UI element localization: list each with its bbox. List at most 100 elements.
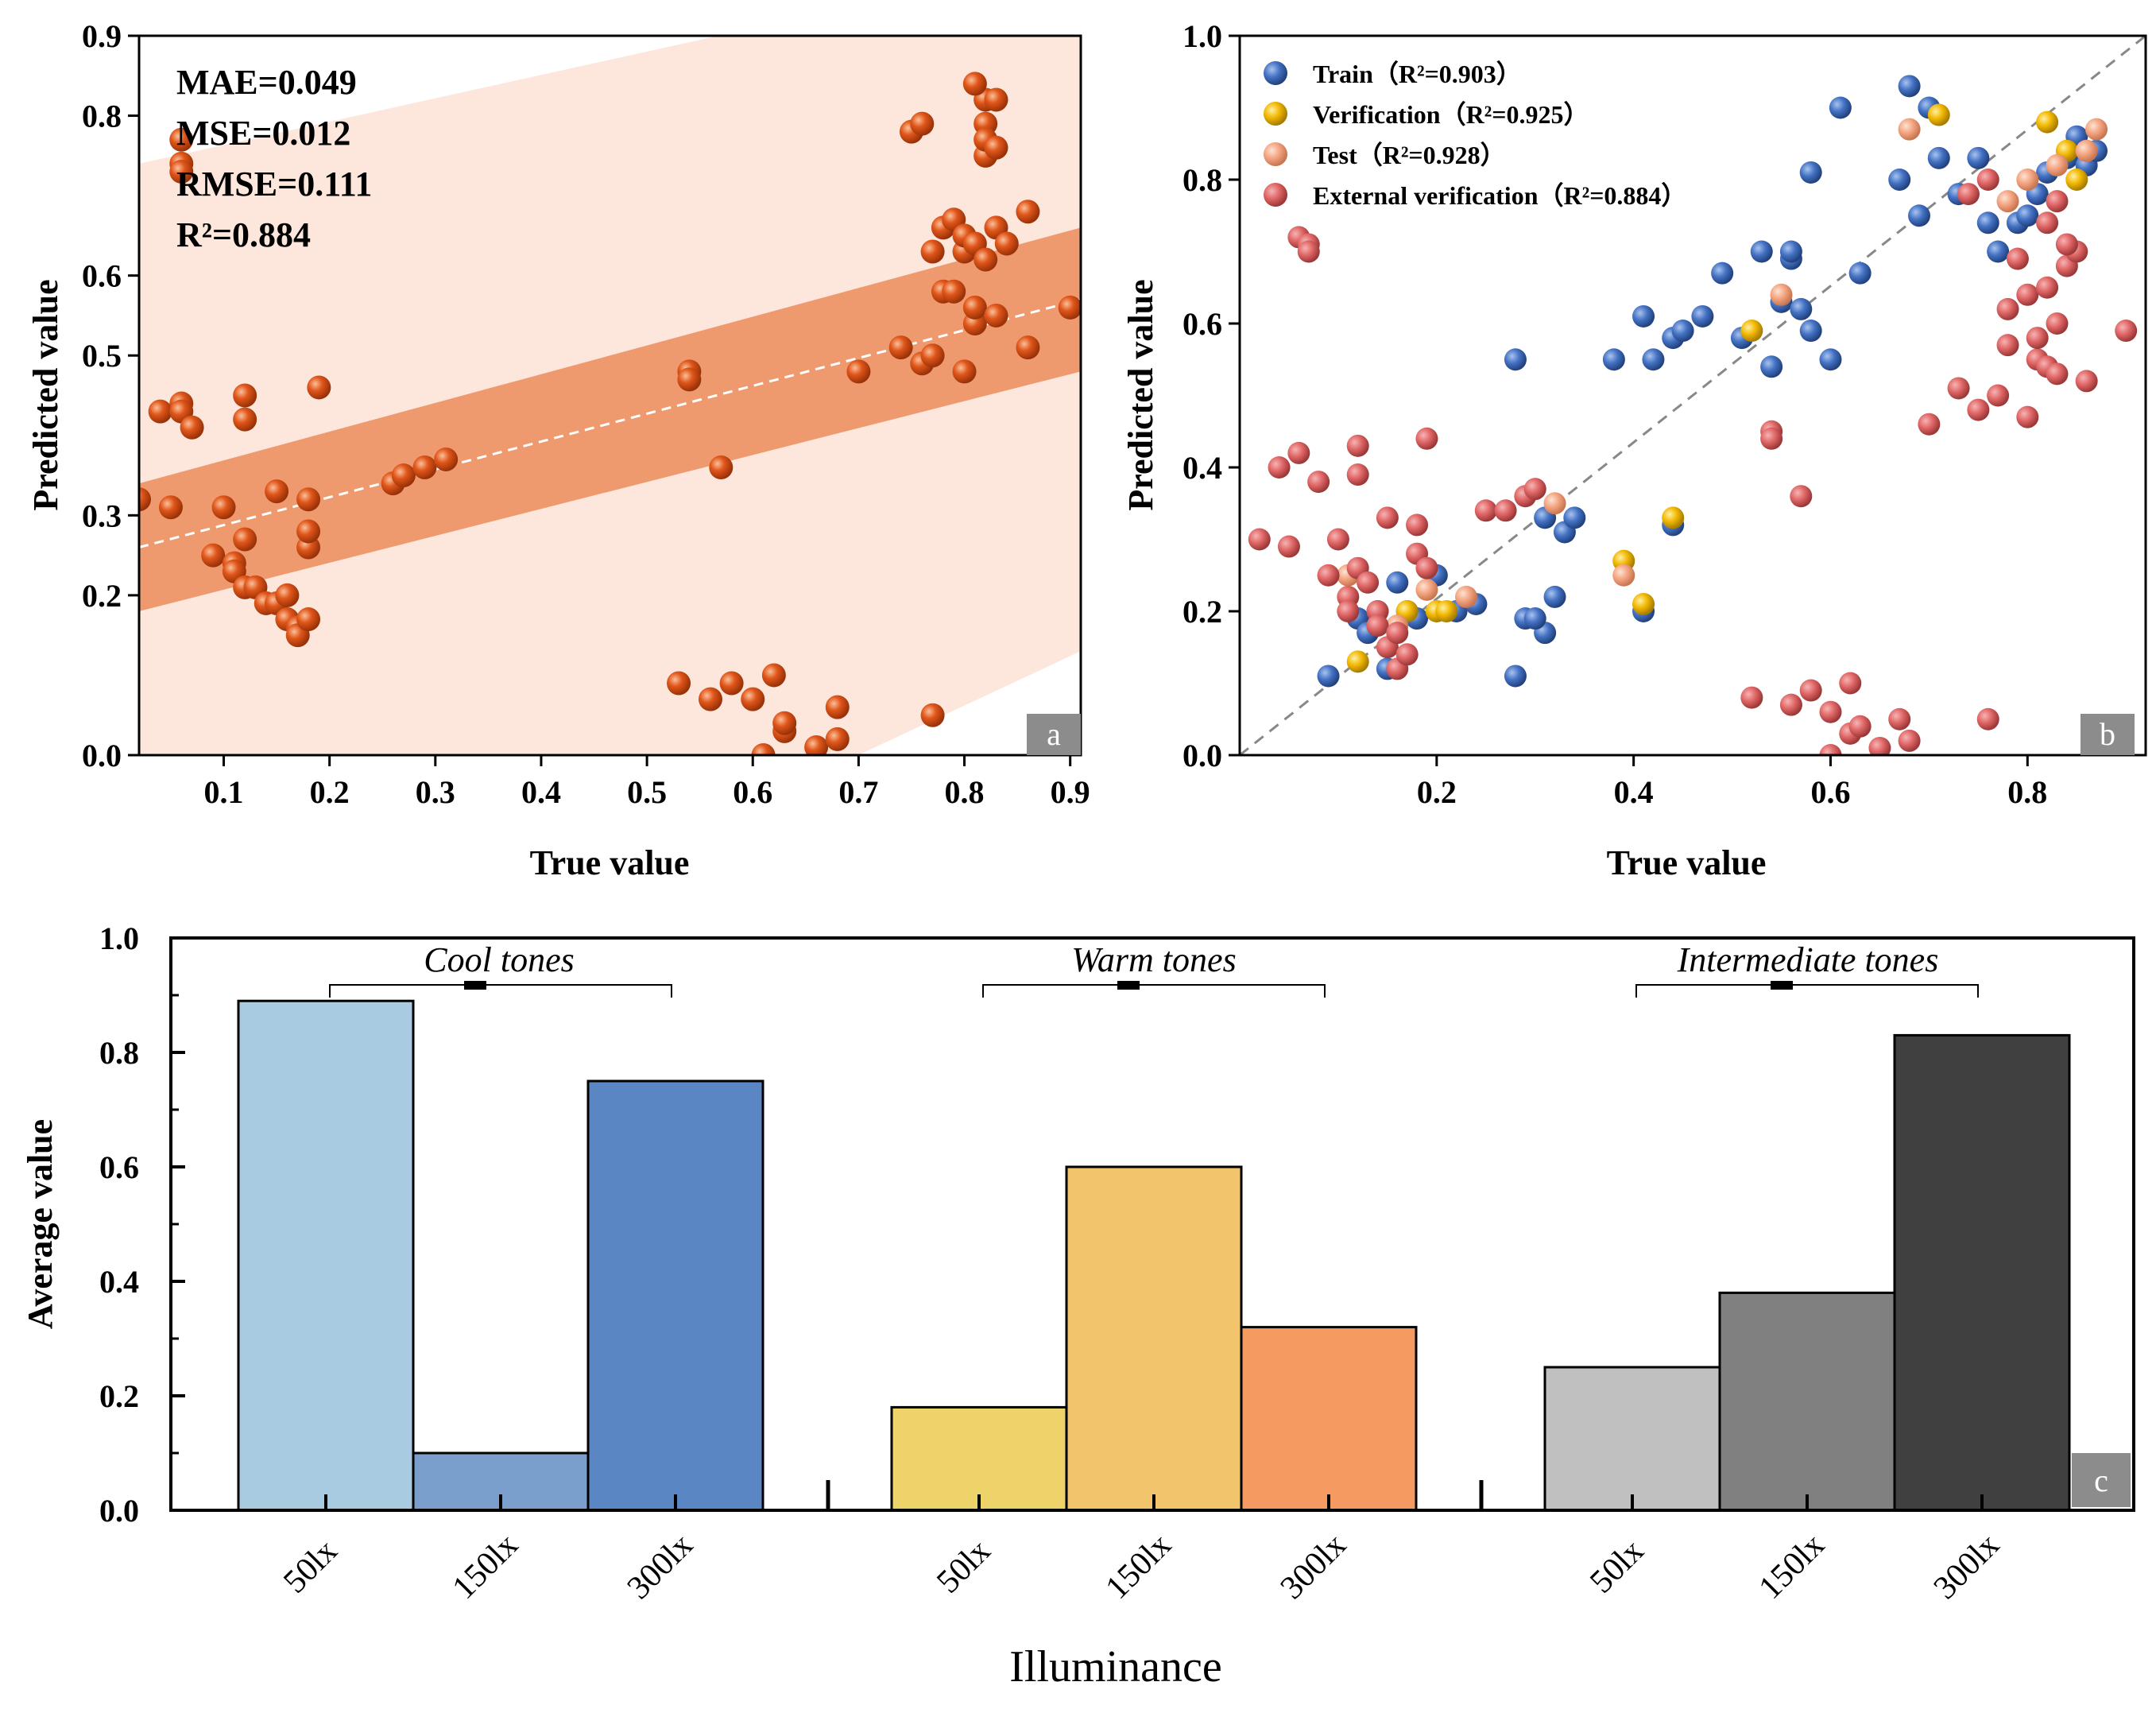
group-label-warm: Warm tones bbox=[1071, 940, 1236, 979]
panel-b-y-ticks: 0.0 0.2 0.4 0.6 0.8 1.0 bbox=[1183, 18, 1240, 773]
panel-b-scatter: 0.0 0.2 0.4 0.6 0.8 1.0 0.2 0.4 0.6 0.8 Train（R²… bbox=[1121, 18, 2147, 882]
verification-point bbox=[1662, 506, 1685, 529]
mae-stat: MAE=0.049 bbox=[176, 63, 357, 102]
external-point bbox=[2055, 233, 2078, 256]
train-point bbox=[1908, 204, 1930, 227]
data-point bbox=[201, 543, 226, 568]
data-point bbox=[825, 695, 850, 719]
category-label: 150lx bbox=[1099, 1527, 1179, 1606]
external-point bbox=[1760, 427, 1783, 450]
x-tick-label: 0.7 bbox=[838, 774, 878, 810]
y-tick-label: 0.6 bbox=[82, 258, 122, 294]
verification-point bbox=[1435, 600, 1458, 622]
y-tick-label: 0.8 bbox=[82, 99, 122, 134]
train-point bbox=[1691, 304, 1714, 327]
train-point bbox=[1386, 571, 1409, 594]
data-point bbox=[719, 671, 744, 696]
external-point bbox=[1819, 700, 1842, 723]
panel-b-x-title: True value bbox=[1607, 843, 1767, 882]
data-point bbox=[169, 127, 194, 152]
category-label: 150lx bbox=[446, 1527, 525, 1606]
external-point bbox=[1337, 600, 1360, 622]
panel-a-x-title: True value bbox=[530, 843, 690, 882]
train-point bbox=[1829, 96, 1852, 119]
y-tick-label: 0.0 bbox=[99, 1493, 139, 1529]
y-tick-label: 0.4 bbox=[1183, 450, 1222, 486]
panel-b-x-ticks: 0.2 0.4 0.6 0.8 bbox=[1417, 755, 2047, 810]
external-point bbox=[1415, 427, 1438, 450]
x-tick-label: 0.5 bbox=[627, 774, 667, 810]
data-point bbox=[846, 359, 871, 384]
external-point bbox=[1976, 707, 1999, 730]
data-point bbox=[233, 527, 257, 552]
data-point bbox=[296, 607, 321, 632]
bar-warm-150lx bbox=[1065, 1165, 1243, 1512]
train-point bbox=[1750, 240, 1773, 263]
external-point bbox=[2026, 327, 2049, 350]
external-point bbox=[1307, 471, 1330, 494]
group-label-cool: Cool tones bbox=[424, 940, 574, 979]
external-point bbox=[1287, 441, 1310, 464]
verification-point bbox=[1346, 650, 1369, 673]
rmse-stat: RMSE=0.111 bbox=[176, 165, 372, 203]
external-point bbox=[1406, 513, 1429, 537]
external-point bbox=[2115, 320, 2138, 343]
category-label: 50lx bbox=[930, 1533, 997, 1600]
data-point bbox=[920, 343, 945, 368]
data-point bbox=[952, 359, 977, 384]
legend-label-test: Test（R²=0.928） bbox=[1313, 141, 1506, 169]
train-point bbox=[1799, 161, 1822, 184]
test-point bbox=[2085, 118, 2108, 141]
data-point bbox=[233, 383, 257, 408]
external-point bbox=[1357, 571, 1380, 594]
legend-label-verification: Verification（R²=0.925） bbox=[1313, 100, 1589, 129]
test-point bbox=[2075, 139, 2098, 162]
panel-a-frame bbox=[137, 34, 1082, 757]
bracket-marker bbox=[464, 981, 486, 990]
data-point bbox=[962, 72, 987, 96]
panel-b-letter-box bbox=[2081, 714, 2135, 755]
panel-c-y-title: Average value bbox=[21, 1119, 60, 1329]
data-point bbox=[158, 495, 183, 520]
confidence-band bbox=[139, 227, 1081, 611]
external-point bbox=[1277, 535, 1300, 558]
external-point bbox=[1848, 715, 1872, 738]
external-point bbox=[1996, 297, 2019, 320]
external-point bbox=[1494, 499, 1517, 522]
train-point bbox=[1632, 304, 1655, 327]
panel-c-letter-box bbox=[2072, 1453, 2131, 1507]
train-point bbox=[1790, 297, 1813, 320]
data-point bbox=[233, 407, 257, 432]
panel-b-frame bbox=[1238, 34, 2147, 757]
external-point bbox=[2046, 362, 2069, 386]
external-point bbox=[2036, 276, 2059, 299]
bar-warm-300lx bbox=[1240, 1326, 1418, 1512]
train-point bbox=[1523, 607, 1546, 630]
data-point bbox=[709, 455, 734, 479]
y-tick-label: 0.5 bbox=[82, 338, 122, 374]
test-point bbox=[1770, 283, 1793, 306]
test-point bbox=[1455, 585, 1477, 608]
test-point bbox=[1612, 564, 1635, 587]
y-tick-label: 0.2 bbox=[82, 578, 122, 614]
data-point bbox=[275, 583, 300, 607]
external-point bbox=[1918, 413, 1941, 436]
external-point bbox=[2075, 370, 2098, 393]
train-point bbox=[1504, 348, 1527, 371]
data-point bbox=[211, 495, 236, 520]
bracket-marker bbox=[1117, 981, 1140, 990]
train-point bbox=[1779, 240, 1802, 263]
train-point bbox=[1543, 585, 1566, 608]
external-point bbox=[2016, 405, 2039, 428]
external-point bbox=[1326, 528, 1349, 551]
y-tick-label: 0.8 bbox=[99, 1035, 139, 1071]
y-tick-label: 0.9 bbox=[82, 18, 122, 54]
y-tick-label: 0.2 bbox=[99, 1378, 139, 1414]
panel-b-legend: Train（R²=0.903） Verification（R²=0.925） T… bbox=[1264, 60, 1686, 210]
test-point bbox=[2016, 169, 2039, 191]
data-point bbox=[994, 231, 1019, 256]
data-point bbox=[412, 455, 437, 479]
verification-point bbox=[2036, 110, 2059, 134]
data-point bbox=[180, 415, 204, 440]
panel-a-points bbox=[139, 72, 1081, 755]
